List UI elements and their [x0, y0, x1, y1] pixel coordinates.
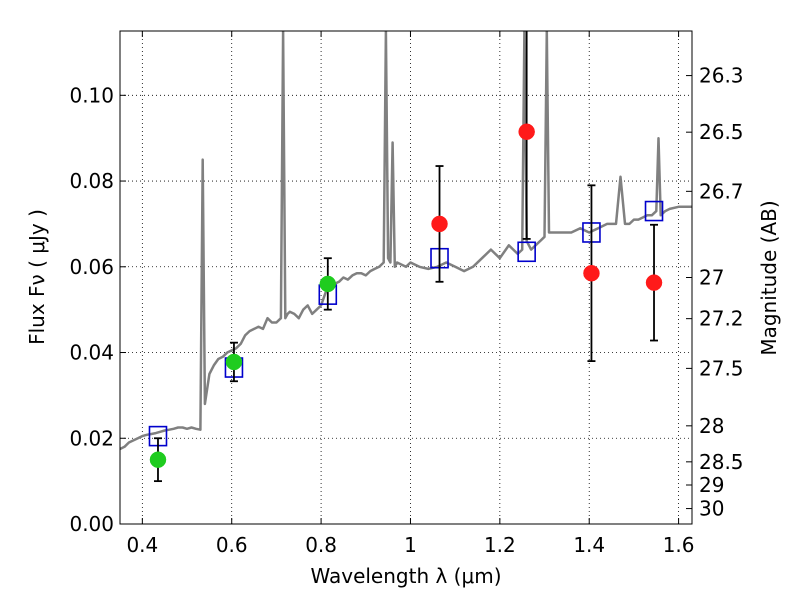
x-tick-label: 0.8	[305, 533, 337, 557]
x-tick-label: 0.4	[126, 533, 158, 557]
x-tick-label: 1.6	[663, 533, 695, 557]
y2-axis-label: Magnitude (AB)	[757, 200, 781, 355]
y-tick-label: 0.04	[69, 341, 114, 365]
photometry-point	[645, 274, 663, 291]
model-square-point	[644, 200, 664, 222]
x-tick-label: 1.2	[484, 533, 516, 557]
x-tick-label: 1.4	[573, 533, 605, 557]
y-tick-label: 0.06	[69, 255, 114, 279]
markers-layer	[148, 31, 664, 483]
spectrum-line	[120, 31, 692, 451]
y2-tick-label: 28	[699, 414, 724, 438]
x-axis-label: Wavelength λ (μm)	[310, 564, 501, 588]
y-axis-label: Flux Fν ( μJy )	[25, 209, 49, 345]
y-tick-label: 0.00	[69, 512, 114, 536]
y2-tick-label: 29	[699, 473, 724, 497]
y-tick-label: 0.10	[69, 83, 114, 107]
y2-tick-label: 26.5	[699, 120, 744, 144]
x-tick-label: 0.6	[216, 533, 248, 557]
photometry-point	[149, 451, 167, 468]
y-tick-label: 0.02	[69, 426, 114, 450]
y-tick-label: 0.08	[69, 169, 114, 193]
photometry-point	[319, 275, 337, 293]
photometry-point	[431, 215, 448, 233]
y2-tick-label: 28.5	[699, 450, 744, 474]
photometry-point	[225, 353, 243, 371]
x-tick-label: 1	[404, 533, 417, 557]
spectrum-layer	[120, 31, 692, 451]
y2-tick-label: 30	[699, 497, 724, 521]
y2-tick-label: 27.5	[699, 356, 744, 380]
photometry-point	[583, 264, 600, 282]
y2-tick-label: 26.7	[699, 179, 744, 203]
model-square-point	[517, 241, 536, 263]
y2-tick-label: 26.3	[699, 64, 744, 88]
y2-tick-label: 27	[699, 266, 724, 290]
photometry-point	[518, 123, 535, 140]
y2-tick-label: 27.2	[699, 307, 744, 331]
axis-ticks: 0.4 0.6 0.8 1 1.2 1.4 1.6 0.00 0.02 0.04 0.06 0.08 0…	[69, 31, 744, 557]
